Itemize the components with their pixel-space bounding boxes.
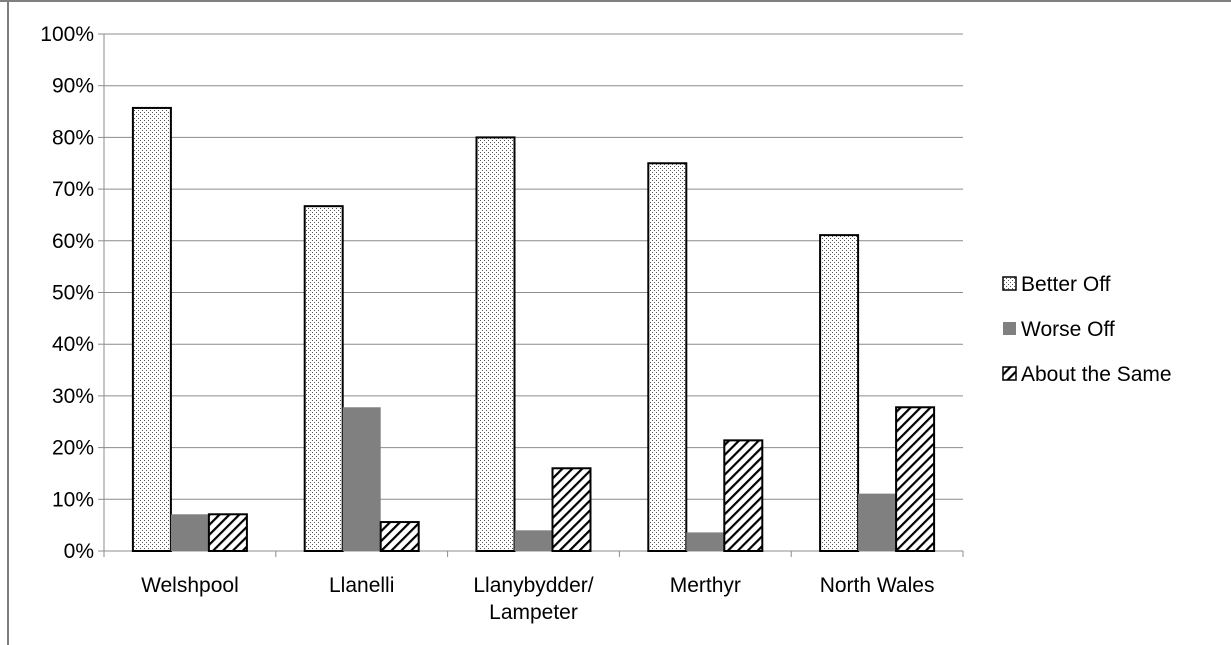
bar-worse-off: [686, 532, 725, 551]
bar-about-the-same: [723, 439, 764, 552]
y-tick-label: 10%: [52, 488, 94, 511]
bar-better-off: [647, 162, 688, 552]
legend-label-better-off: Better Off: [1021, 273, 1111, 296]
y-tick-label: 100%: [40, 23, 94, 46]
y-tick-label: 70%: [52, 178, 94, 201]
y-tick-label: 0%: [64, 540, 94, 563]
bar-worse-off: [858, 493, 897, 551]
y-tick-label: 50%: [52, 282, 94, 305]
y-tick-label: 60%: [52, 230, 94, 253]
legend-label-worse-off: Worse Off: [1021, 318, 1115, 341]
bar-better-off: [819, 234, 860, 552]
bar-about-the-same: [895, 406, 936, 552]
y-tick-label: 20%: [52, 437, 94, 460]
x-tick-label: Welshpool: [141, 574, 239, 597]
x-tick-label: North Wales: [820, 574, 935, 597]
bar-about-the-same: [379, 521, 420, 552]
bar-worse-off: [170, 514, 209, 551]
legend-swatch-better-off: [1002, 276, 1017, 291]
x-tick-label: Llanelli: [329, 574, 394, 597]
legend-label-about-the-same: About the Same: [1021, 363, 1172, 386]
legend-swatch-about-the-same: [1002, 366, 1017, 381]
y-tick-label: 40%: [52, 333, 94, 356]
x-tick-label: Lampeter: [489, 601, 578, 624]
bar-about-the-same: [551, 467, 592, 552]
bar-worse-off: [514, 530, 553, 551]
bar-better-off: [475, 136, 516, 552]
bar-worse-off: [342, 407, 381, 551]
bar-better-off: [303, 205, 344, 552]
x-tick-label: Merthyr: [670, 574, 741, 597]
bar-better-off: [131, 106, 172, 552]
y-tick-label: 90%: [52, 75, 94, 98]
y-tick-label: 30%: [52, 385, 94, 408]
legend-swatch-worse-off: [1003, 322, 1016, 335]
x-tick-label: Llanybydder/: [473, 574, 593, 597]
y-tick-label: 80%: [52, 126, 94, 149]
bar-about-the-same: [207, 513, 248, 553]
